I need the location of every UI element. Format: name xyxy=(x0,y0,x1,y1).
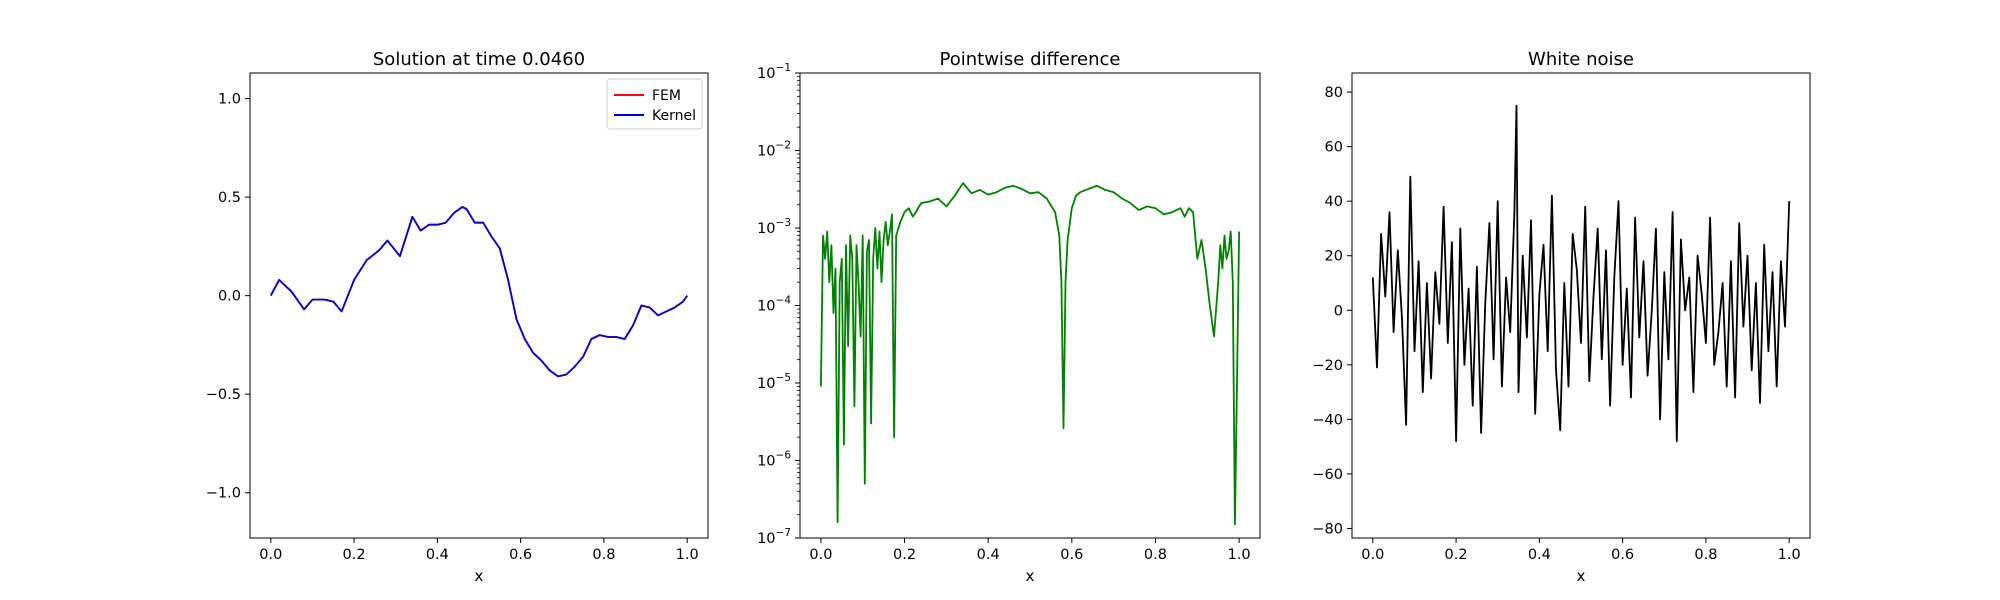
y-tick-label: 10−4 xyxy=(757,295,791,315)
x-tick-label: 1.0 xyxy=(1778,547,1801,563)
x-tick-label: 0.2 xyxy=(1445,547,1468,563)
y-tick-label: 60 xyxy=(1325,140,1343,156)
legend-label-kernel: Kernel xyxy=(652,108,696,124)
x-tick-label: 0.6 xyxy=(1060,547,1083,563)
x-tick-label: 1.0 xyxy=(1228,547,1251,563)
x-tick-label: 0.0 xyxy=(809,547,832,563)
y-tick-label: 10−3 xyxy=(757,217,791,237)
y-tick-label: 1.0 xyxy=(218,92,241,108)
series-line-data xyxy=(1371,104,1791,443)
y-tick-label: 10−1 xyxy=(757,62,791,82)
x-tick-label: 0.2 xyxy=(343,547,366,563)
axes-frame xyxy=(249,72,709,539)
x-tick-label: 0.0 xyxy=(1361,547,1384,563)
y-tick-label: 0.0 xyxy=(218,289,241,305)
x-tick-label: 0.2 xyxy=(893,547,916,563)
legend-label-fem: FEM xyxy=(652,88,681,104)
y-tick-label: 20 xyxy=(1325,249,1343,265)
y-tick-label: 0.5 xyxy=(218,190,241,206)
y-tick-label: 10−5 xyxy=(757,372,791,392)
x-axis-label: x xyxy=(475,567,484,585)
x-axis-label: x xyxy=(1026,567,1035,585)
x-tick-label: 0.8 xyxy=(1694,547,1717,563)
y-tick-label: 10−7 xyxy=(757,527,791,547)
y-tick-label: −40 xyxy=(1312,412,1343,428)
chart-title: White noise xyxy=(1528,49,1634,70)
x-tick-label: 0.4 xyxy=(1528,547,1551,563)
x-tick-label: 0.0 xyxy=(259,547,282,563)
x-axis-label: x xyxy=(1577,567,1586,585)
y-tick-label: 10−6 xyxy=(757,450,791,470)
legend: FEM Kernel xyxy=(606,78,703,130)
y-tick-label: 40 xyxy=(1325,194,1343,210)
series-line-fem xyxy=(270,206,688,378)
x-tick-label: 1.0 xyxy=(676,547,699,563)
x-tick-label: 0.4 xyxy=(426,547,449,563)
x-tick-label: 0.8 xyxy=(1144,547,1167,563)
series-line-data xyxy=(820,182,1240,526)
axes-frame xyxy=(1351,72,1811,539)
series-line-kernel xyxy=(270,206,688,378)
y-tick-label: 0 xyxy=(1334,303,1343,319)
chart-title: Solution at time 0.0460 xyxy=(373,49,585,70)
y-tick-label: −0.5 xyxy=(206,387,241,403)
y-tick-label: 80 xyxy=(1325,85,1343,101)
y-tick-label: −60 xyxy=(1312,467,1343,483)
x-tick-label: 0.6 xyxy=(509,547,532,563)
chart-panel-1: 0.0 0.2 0.4 0.6 0.8 1.0 −1.0 −0.5 0.0 0.5 1.0 Solut… xyxy=(206,49,709,585)
y-tick-label: −1.0 xyxy=(206,486,241,502)
y-tick-label: 10−2 xyxy=(757,140,791,160)
y-tick-label: −80 xyxy=(1312,521,1343,537)
chart-panel-2: 0.0 0.2 0.4 0.6 0.8 1.0 10−7 10−6 10−5 10−4 10−3 10… xyxy=(757,49,1261,585)
chart-panel-3: 0.0 0.2 0.4 0.6 0.8 1.0 −80 −60 −40 −20 0 20 40 60 80 W… xyxy=(1312,49,1811,585)
y-tick-label: −20 xyxy=(1312,358,1343,374)
chart-title: Pointwise difference xyxy=(940,49,1121,70)
x-tick-label: 0.4 xyxy=(977,547,1000,563)
legend-box xyxy=(606,78,703,130)
x-tick-label: 0.8 xyxy=(592,547,615,563)
x-tick-label: 0.6 xyxy=(1611,547,1634,563)
